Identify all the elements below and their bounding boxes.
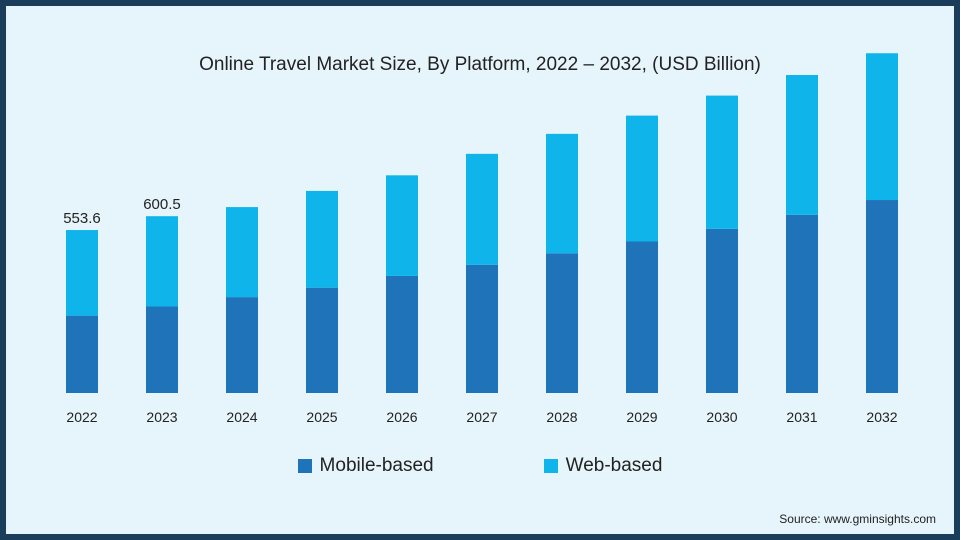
x-tick-label: 2032	[866, 409, 897, 425]
bar-web-2027	[466, 153, 498, 265]
data-label-total: 553.6	[63, 210, 101, 227]
bar-mobile-2028	[546, 253, 578, 393]
bar-mobile-2022	[66, 315, 98, 393]
legend-swatch-web	[543, 459, 558, 473]
data-labels: 553.6 600.5	[63, 196, 181, 227]
bar-mobile-2029	[626, 241, 658, 393]
x-tick-label: 2031	[786, 409, 817, 425]
bar-mobile-2024	[226, 297, 258, 393]
legend-label-mobile: Mobile-based	[319, 455, 434, 476]
bar-mobile-2027	[466, 264, 498, 393]
bar-web-2022	[66, 230, 98, 316]
legend-swatch-mobile	[297, 459, 312, 473]
bar-web-2032	[866, 53, 898, 201]
bar-mobile-2025	[306, 287, 338, 393]
x-tick-label: 2029	[626, 409, 657, 425]
bar-web-2028	[546, 133, 578, 254]
chart-title: Online Travel Market Size, By Platform, …	[199, 54, 761, 75]
legend-item-mobile: Mobile-based	[297, 455, 434, 477]
x-tick-label: 2027	[466, 409, 497, 425]
x-axis-labels: 2022 2023 2024 2025 2026 2027 2028 2029 2030 2031…	[66, 409, 897, 425]
data-label-total: 600.5	[143, 196, 181, 213]
x-tick-label: 2025	[306, 409, 337, 425]
x-tick-label: 2030	[706, 409, 737, 425]
x-tick-label: 2022	[66, 409, 97, 425]
bar-mobile-2023	[146, 306, 178, 393]
legend: Mobile-based Web-based	[0, 455, 960, 477]
x-tick-label: 2028	[546, 409, 577, 425]
bar-web-2024	[226, 207, 258, 298]
bar-mobile-2031	[786, 214, 818, 393]
bar-mobile-2030	[706, 228, 738, 393]
bar-mobile-2032	[866, 200, 898, 393]
bar-web-2026	[386, 175, 418, 276]
bars-group	[66, 53, 898, 393]
x-tick-label: 2023	[146, 409, 177, 425]
source-note: Source: www.gminsights.com	[779, 512, 936, 526]
bar-web-2029	[626, 115, 658, 242]
bar-web-2025	[306, 190, 338, 288]
legend-item-web: Web-based	[543, 455, 663, 477]
bar-web-2030	[706, 95, 738, 229]
bar-mobile-2026	[386, 275, 418, 393]
bar-web-2023	[146, 216, 178, 307]
x-tick-label: 2024	[226, 409, 257, 425]
legend-label-web: Web-based	[565, 455, 663, 476]
x-tick-label: 2026	[386, 409, 417, 425]
bar-web-2031	[786, 75, 818, 215]
